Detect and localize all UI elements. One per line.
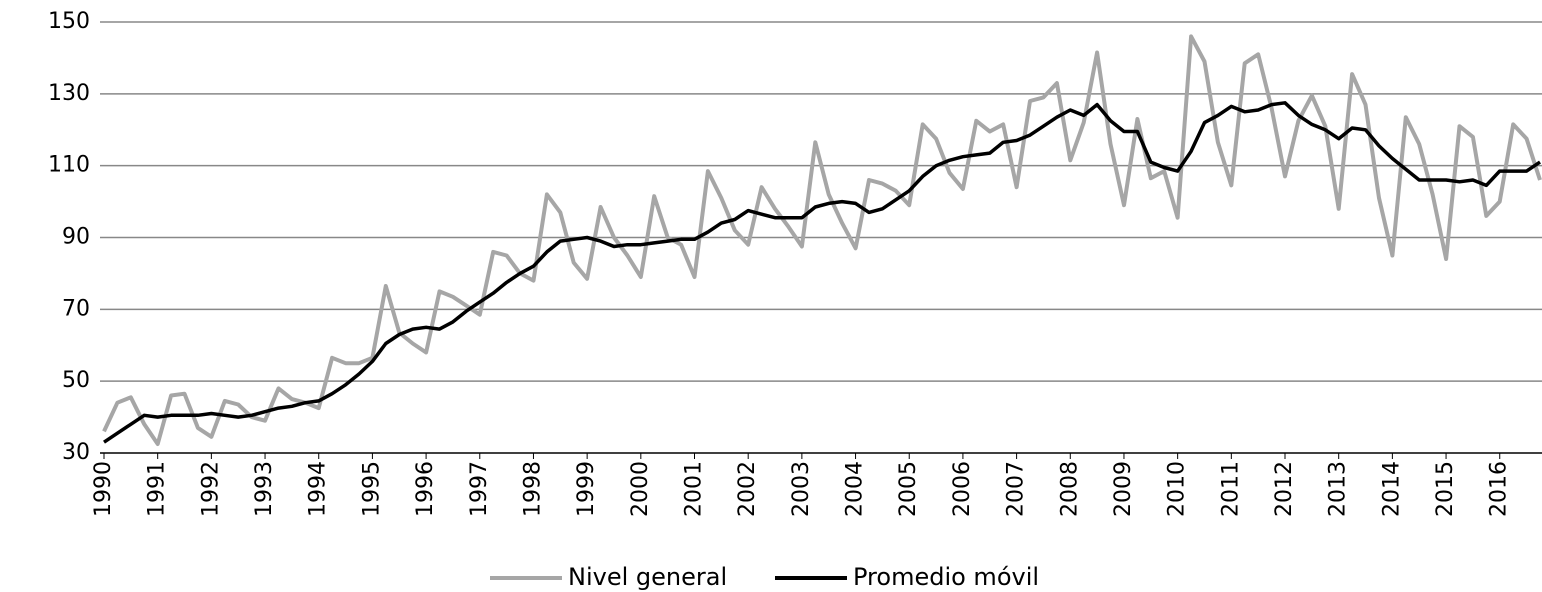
x-tick-label: 2012 [1272,461,1297,517]
x-tick-label: 1990 [91,461,116,517]
x-tick-label: 2009 [1111,461,1136,517]
x-tick-label: 1997 [467,461,492,517]
x-tick-label: 2016 [1487,461,1512,517]
x-tick-label: 2010 [1165,461,1190,517]
x-tick-label: 2005 [896,461,921,517]
y-tick-label: 50 [62,368,90,393]
x-tick-label: 1999 [574,461,599,517]
x-tick-label: 2015 [1433,461,1458,517]
x-tick-label: 2006 [950,461,975,517]
x-tick-label: 1996 [413,461,438,517]
x-tick-label: 1991 [145,461,170,517]
y-tick-label: 90 [62,225,90,250]
x-tick-label: 1995 [359,461,384,517]
line-series [103,101,1541,444]
legend-label: Promedio móvil [853,563,1039,591]
legend-label: Nivel general [568,563,727,591]
line-series [102,34,1542,446]
x-tick-label: 2011 [1218,461,1243,517]
x-tick-label: 2013 [1326,461,1351,517]
x-tick-label: 2003 [789,461,814,517]
y-tick-label: 30 [62,440,90,465]
x-tick-label: 1994 [306,461,331,517]
x-tick-label: 2007 [1004,461,1029,517]
x-tick-label: 1993 [252,461,277,517]
x-tick-label: 2014 [1379,461,1404,517]
x-tick-label: 2004 [843,461,868,517]
y-tick-label: 70 [62,296,90,321]
x-tick-label: 2001 [682,461,707,517]
x-tick-label: 1998 [520,461,545,517]
y-tick-label: 130 [48,81,90,106]
x-tick-label: 2002 [735,461,760,517]
x-tick-label: 2008 [1057,461,1082,517]
x-tick-label: 1992 [198,461,223,517]
y-tick-label: 150 [48,9,90,34]
y-tick-label: 110 [48,153,90,178]
x-tick-label: 2000 [628,461,653,517]
